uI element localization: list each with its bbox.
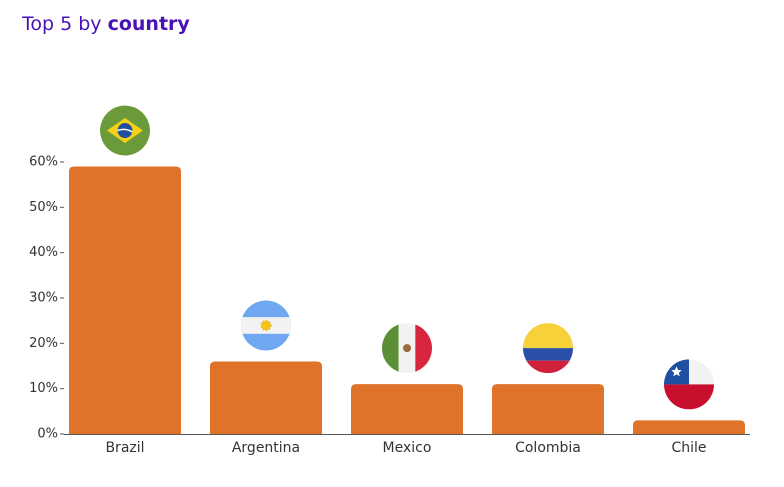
flag-part	[260, 319, 272, 331]
x-tick-label: Mexico	[383, 440, 432, 456]
bar	[492, 384, 604, 434]
bar	[351, 384, 463, 434]
flag-icon	[100, 105, 150, 156]
bar	[69, 166, 181, 435]
y-tick-label: 60%	[29, 155, 58, 170]
bar	[210, 361, 322, 434]
x-tick-label: Colombia	[515, 440, 581, 456]
y-tick-label: 40%	[29, 245, 58, 260]
y-tick-label: 0%	[37, 427, 58, 442]
y-tick-label: 20%	[29, 336, 58, 351]
flag-part	[415, 323, 432, 374]
flag-part	[382, 323, 399, 374]
flag-icon	[523, 323, 573, 374]
title-plain: Top 5 by	[21, 13, 102, 35]
title-emphasis: country	[108, 13, 191, 35]
flag-part	[117, 123, 133, 139]
flag-icon	[664, 359, 714, 410]
flag-part	[117, 128, 133, 133]
x-tick-label: Brazil	[105, 440, 144, 456]
flag-part	[671, 366, 682, 377]
flag-icon	[241, 300, 291, 351]
y-tick-label: 50%	[29, 200, 58, 215]
chart-title: Top 5 by country	[21, 13, 190, 35]
x-tick-label: Chile	[671, 440, 706, 456]
flag-part	[403, 344, 411, 353]
x-tick-label: Argentina	[232, 440, 300, 456]
y-tick-label: 10%	[29, 381, 58, 396]
flag-part	[523, 348, 573, 361]
bar	[633, 420, 745, 434]
y-tick-label: 30%	[29, 291, 58, 306]
flag-icon	[382, 323, 432, 374]
